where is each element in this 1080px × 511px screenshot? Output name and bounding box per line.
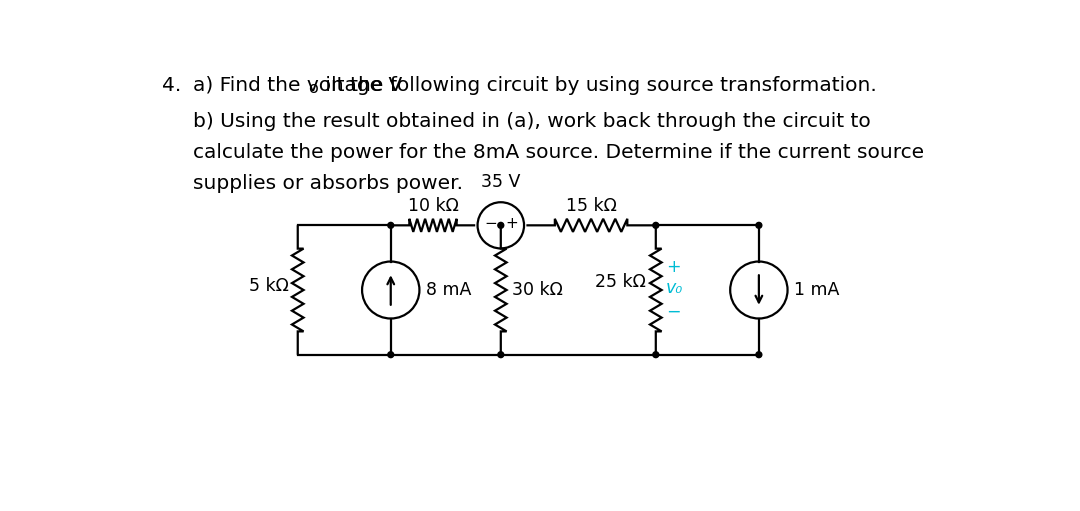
Text: a) Find the voltage V: a) Find the voltage V [193,76,403,95]
Text: 15 kΩ: 15 kΩ [566,197,617,215]
Circle shape [756,222,761,228]
Text: b) Using the result obtained in (a), work back through the circuit to: b) Using the result obtained in (a), wor… [193,112,870,131]
Text: 35 V: 35 V [481,173,521,191]
Text: +: + [504,216,517,230]
Text: −: − [484,216,497,230]
Text: 25 kΩ: 25 kΩ [595,273,646,291]
Circle shape [498,352,503,358]
Text: 1 mA: 1 mA [794,281,839,299]
Circle shape [388,352,394,358]
Text: supplies or absorbs power.: supplies or absorbs power. [193,174,463,193]
Text: 8 mA: 8 mA [426,281,471,299]
Text: in the following circuit by using source transformation.: in the following circuit by using source… [320,76,877,95]
Text: −: − [666,303,680,320]
Circle shape [498,222,503,228]
Circle shape [652,222,659,228]
Circle shape [652,352,659,358]
Text: calculate the power for the 8mA source. Determine if the current source: calculate the power for the 8mA source. … [193,143,924,162]
Text: 10 kΩ: 10 kΩ [407,197,458,215]
Text: 4.: 4. [162,76,181,95]
Text: +: + [666,258,680,276]
Text: o: o [309,81,319,97]
Text: 5 kΩ: 5 kΩ [248,277,288,295]
Text: v₀: v₀ [666,278,684,297]
Circle shape [388,222,394,228]
Circle shape [756,352,761,358]
Text: 30 kΩ: 30 kΩ [512,281,564,299]
